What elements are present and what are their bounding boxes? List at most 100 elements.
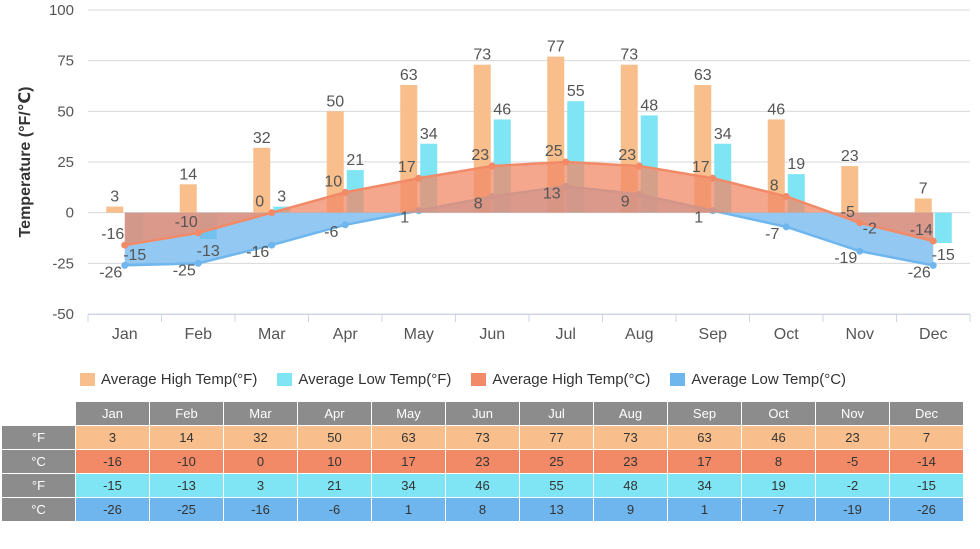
data-label: 9 [621, 193, 630, 210]
table-cell: 23 [815, 425, 890, 450]
table-cell: -5 [815, 449, 890, 474]
x-tick-label: Dec [919, 326, 947, 343]
data-label: -19 [834, 250, 857, 267]
data-label: -15 [932, 247, 955, 264]
table-cell: -26 [889, 497, 964, 522]
table-header-cell: May [371, 401, 446, 426]
data-label: 50 [326, 93, 344, 110]
table-cell: -7 [741, 497, 816, 522]
table-cell: 46 [445, 473, 520, 498]
table-cell: -13 [149, 473, 224, 498]
data-label: -6 [324, 224, 338, 241]
legend-item[interactable]: Average Low Temp(°C) [670, 371, 846, 388]
table-cell: 63 [667, 425, 742, 450]
data-label: -15 [123, 247, 146, 264]
data-label: 55 [567, 83, 585, 100]
table-cell: 46 [741, 425, 816, 450]
point-aug [635, 162, 643, 170]
table-cell: -15 [889, 473, 964, 498]
legend-label: Average Low Temp(°C) [691, 370, 847, 388]
data-label: -10 [175, 214, 198, 231]
table-row: °F 3 14 32 50 63 73 77 73 63 46 23 7 [1, 425, 964, 450]
table-cell: 3 [223, 473, 298, 498]
table-header-cell: Jul [519, 401, 594, 426]
data-label: 17 [692, 159, 710, 176]
table-cell: 34 [667, 473, 742, 498]
bar-bar-jan [106, 206, 124, 213]
point-oct [782, 192, 790, 200]
table-cell: 14 [149, 425, 224, 450]
table-row-unit: °C [1, 449, 76, 474]
data-label: 13 [543, 185, 561, 202]
data-label: -16 [101, 226, 124, 243]
bar-bar-apr [326, 111, 344, 213]
x-tick-label: Apr [333, 326, 359, 343]
line-high-c [124, 160, 934, 247]
table-cell: 23 [445, 449, 520, 474]
table-cell: -14 [889, 449, 964, 474]
data-label: 0 [255, 194, 264, 211]
data-label: 34 [420, 126, 438, 143]
data-label: -5 [841, 204, 855, 221]
y-axis-title: Temperature (°F/℃) [17, 87, 34, 238]
point-jan [121, 261, 129, 269]
table-cell: 0 [223, 449, 298, 474]
x-tick-label: Jul [556, 326, 576, 343]
bar-bar-feb [179, 184, 197, 213]
legend-item[interactable]: Average High Temp(°C) [471, 371, 650, 388]
data-label: -7 [765, 226, 779, 243]
table-cell: -19 [815, 497, 890, 522]
x-tick-label: May [404, 326, 434, 343]
legend-item[interactable]: Average Low Temp(°F) [277, 371, 451, 388]
table-row: °F -15 -13 3 21 34 46 55 48 34 19 -2 -15 [1, 473, 964, 498]
x-tick-label: Oct [774, 326, 799, 343]
point-nov [856, 219, 864, 227]
data-label: 3 [110, 189, 119, 206]
data-label: -14 [910, 222, 933, 239]
table-cell: 50 [297, 425, 372, 450]
point-feb [194, 229, 202, 237]
data-label: 10 [324, 173, 342, 190]
table-header-cell: Apr [297, 401, 372, 426]
point-nov [856, 247, 864, 255]
table-cell: 25 [519, 449, 594, 474]
point-apr [341, 221, 349, 229]
legend-item[interactable]: Average High Temp(°F) [80, 371, 257, 388]
area-high-c [124, 162, 934, 246]
table-cell: 8 [741, 449, 816, 474]
point-dec [929, 237, 937, 245]
chart-legend: Average High Temp(°F) Average Low Temp(°F… [80, 368, 866, 390]
data-label: -13 [197, 243, 220, 260]
data-label: 63 [694, 67, 712, 84]
x-tick-label: Jun [479, 326, 505, 343]
table-header-cell: Dec [889, 401, 964, 426]
data-label: -16 [246, 244, 269, 261]
table-cell: 3 [75, 425, 150, 450]
data-label: 1 [400, 210, 409, 227]
table-cell: 77 [519, 425, 594, 450]
table-header-row: Jan Feb Mar Apr May Jun Jul Aug Sep Oct Nov Dec [1, 401, 964, 426]
data-label: 34 [714, 126, 732, 143]
temperature-table: Jan Feb Mar Apr May Jun Jul Aug Sep Oct Nov Dec °F 3… [1, 401, 964, 522]
data-label: 46 [767, 101, 785, 118]
table-cell: -16 [75, 449, 150, 474]
data-label: 23 [618, 147, 636, 164]
table-cell: 34 [371, 473, 446, 498]
table-header-cell: Mar [223, 401, 298, 426]
data-label: 1 [694, 210, 703, 227]
data-label: 14 [179, 166, 197, 183]
table-cell: -26 [75, 497, 150, 522]
point-mar [268, 241, 276, 249]
data-label: 23 [841, 148, 859, 165]
data-label: 21 [346, 152, 364, 169]
x-tick-label: Feb [184, 326, 212, 343]
y-tick-label: -50 [52, 306, 74, 323]
table-row: °C -16 -10 0 10 17 23 25 23 17 8 -5 -14 [1, 449, 964, 474]
table-cell: 10 [297, 449, 372, 474]
data-label: 46 [493, 101, 511, 118]
x-tick-label: Mar [258, 326, 286, 343]
data-label: 63 [400, 67, 418, 84]
legend-swatch [471, 372, 487, 386]
table-cell: 32 [223, 425, 298, 450]
